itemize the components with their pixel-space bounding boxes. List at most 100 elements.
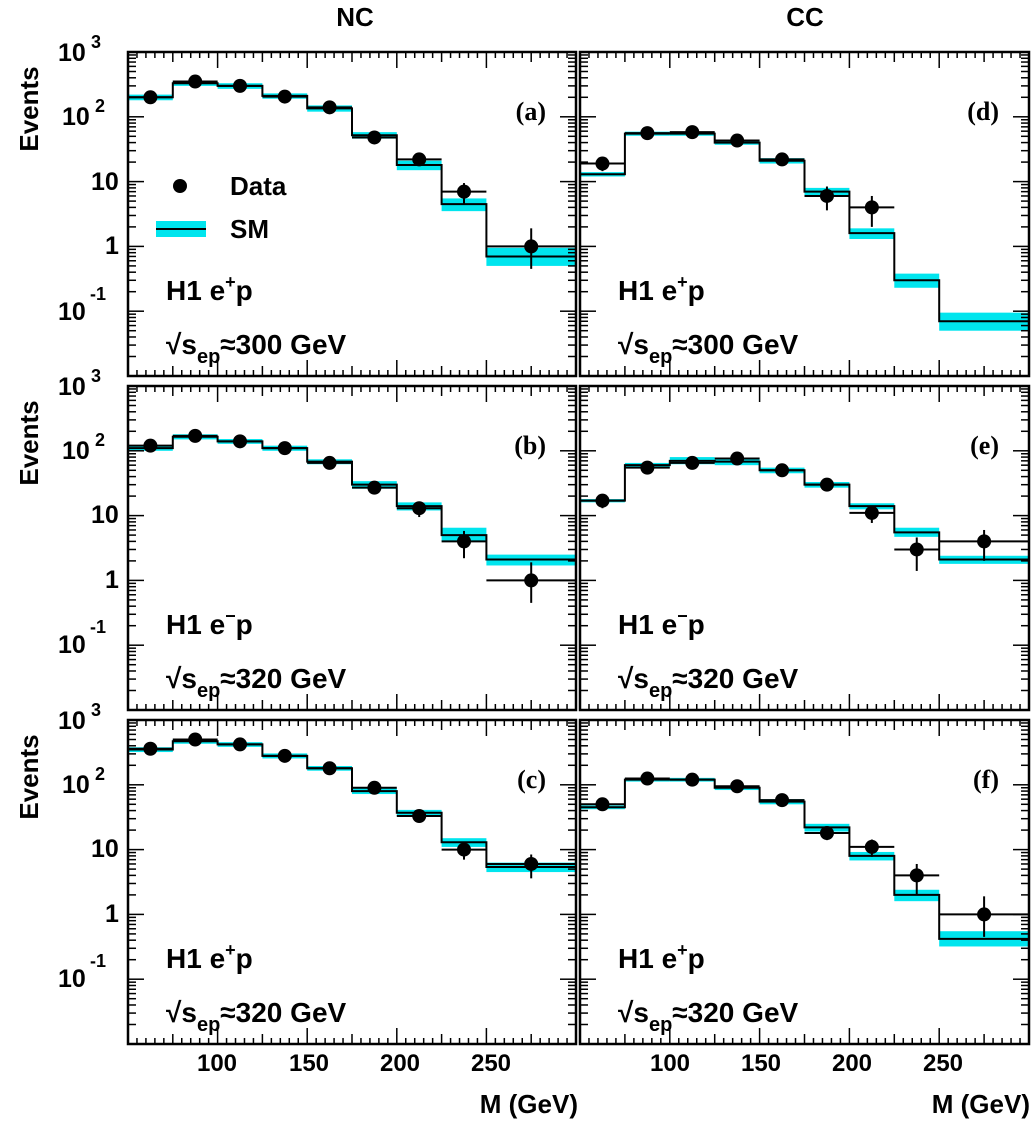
data-point: [819, 826, 834, 841]
y-tick-label-1: 1: [105, 566, 119, 594]
panel-label: (a): [516, 97, 546, 126]
xlabel-cc: M (GeV): [932, 1089, 1030, 1119]
dataset-beam-label: H1 e+p: [166, 940, 253, 974]
y-tick-label-0.1: 10: [58, 965, 86, 993]
panel-f: (f) H1 e+p √sep≈320 GeV: [578, 718, 1031, 1046]
dataset-energy-label: √sep≈300 GeV: [618, 329, 799, 368]
y-tick-label-100-exp: 2: [95, 764, 105, 784]
column-title-cc: CC: [786, 2, 824, 32]
data-point: [730, 451, 745, 466]
data-point: [188, 428, 203, 443]
ylabel-row-2: Events: [14, 400, 44, 485]
dataset-beam-label: H1 e−p: [166, 606, 253, 640]
y-tick-labels-row-2: 10 3 10 2 10 1 -1 10: [58, 366, 119, 659]
legend-data-marker: [173, 179, 187, 193]
y-tick-labels-row-1: 10 3 10 2 10 1 -1 10: [58, 32, 119, 326]
y-tick-label-10: 10: [91, 168, 119, 196]
panel-label: (d): [967, 97, 999, 126]
y-tick-label-0.1-exp: -1: [90, 284, 106, 304]
dataset-energy-label: √sep≈320 GeV: [166, 663, 347, 702]
dataset-beam-label: H1 e+p: [618, 272, 705, 306]
axes-frame: [126, 50, 578, 378]
data-point: [640, 460, 655, 475]
data-point: [730, 133, 745, 148]
data-point: [367, 480, 382, 495]
data-point: [457, 842, 471, 857]
y-tick-label-10: 10: [91, 835, 119, 863]
data-point: [775, 152, 790, 167]
y-tick-labels-row-3: 10 3 10 2 10 1 -1 10: [58, 700, 119, 993]
data-point: [233, 78, 247, 93]
x-tick-label-cc-100: 100: [650, 1050, 690, 1077]
axes-frame: [578, 718, 1031, 1046]
x-tick-label-cc-250: 250: [923, 1050, 963, 1077]
dataset-beam-label: H1 e−p: [618, 606, 705, 640]
legend: Data SM: [156, 171, 287, 244]
y-tick-label-100: 10: [62, 771, 90, 799]
x-tick-label-nc-100: 100: [197, 1050, 237, 1077]
data-point: [322, 100, 337, 115]
x-tick-label-cc-150: 150: [741, 1050, 781, 1077]
data-point: [819, 477, 834, 492]
data-point: [909, 868, 924, 883]
data-point: [595, 156, 610, 171]
sm-step-line: [128, 740, 576, 868]
axes-frame: [578, 384, 1031, 712]
data-point: [595, 493, 610, 508]
data-point: [143, 438, 158, 453]
data-point: [277, 89, 292, 104]
data-point: [412, 501, 427, 516]
data-point: [277, 748, 292, 763]
data-point: [143, 741, 158, 756]
dataset-beam-label: H1 e+p: [166, 272, 253, 306]
dataset-energy-label: √sep≈300 GeV: [166, 329, 347, 368]
y-tick-label-0.1-exp: -1: [90, 617, 106, 637]
ylabel-row-1: Events: [14, 66, 44, 151]
y-tick-label-100-exp: 2: [95, 430, 105, 450]
panel-d: (d) H1 e+p √sep≈300 GeV: [578, 50, 1031, 378]
x-tick-label-nc-250: 250: [471, 1050, 511, 1077]
panel-b: (b) H1 e−p √sep≈320 GeV: [126, 384, 578, 712]
data-point: [457, 534, 471, 549]
data-point: [977, 907, 992, 922]
y-tick-label-0.1: 10: [58, 298, 86, 326]
y-tick-label-10: 10: [91, 501, 119, 529]
legend-data-label: Data: [230, 171, 287, 201]
dataset-energy-label: √sep≈320 GeV: [618, 997, 799, 1036]
sm-step-line: [580, 459, 1029, 561]
panel-label: (f): [973, 765, 999, 794]
y-tick-label-100: 10: [62, 103, 90, 131]
data-point: [685, 455, 700, 470]
y-tick-label-1: 1: [105, 232, 119, 260]
panel-c: (c) H1 e+p √sep≈320 GeV: [126, 718, 578, 1046]
panel-label: (b): [514, 431, 546, 460]
y-tick-label-100-exp: 2: [95, 96, 105, 116]
x-tick-label-nc-200: 200: [380, 1050, 420, 1077]
data-point: [775, 793, 790, 808]
data-point: [685, 772, 700, 787]
y-tick-label-0.1: 10: [58, 631, 86, 659]
y-tick-label-1000: 10: [58, 39, 86, 67]
sm-step-line: [580, 778, 1029, 940]
data-point: [322, 455, 337, 470]
panel-label: (c): [517, 765, 546, 794]
ylabel-row-3: Events: [14, 734, 44, 819]
data-point: [412, 152, 427, 167]
data-point: [188, 74, 203, 89]
y-tick-label-1000-exp: 3: [91, 700, 101, 720]
data-point: [595, 797, 610, 812]
data-point: [233, 737, 247, 752]
dataset-energy-label: √sep≈320 GeV: [618, 663, 799, 702]
dataset-beam-label: H1 e+p: [618, 940, 705, 974]
y-tick-label-1000: 10: [58, 373, 86, 401]
data-point: [143, 90, 158, 105]
data-point: [524, 573, 539, 588]
data-point: [524, 856, 539, 871]
data-point: [909, 542, 924, 557]
data-point: [188, 732, 203, 747]
x-tick-label-cc-200: 200: [832, 1050, 872, 1077]
data-point: [233, 434, 247, 449]
y-tick-label-1: 1: [105, 900, 119, 928]
sm-step-line: [128, 435, 576, 561]
